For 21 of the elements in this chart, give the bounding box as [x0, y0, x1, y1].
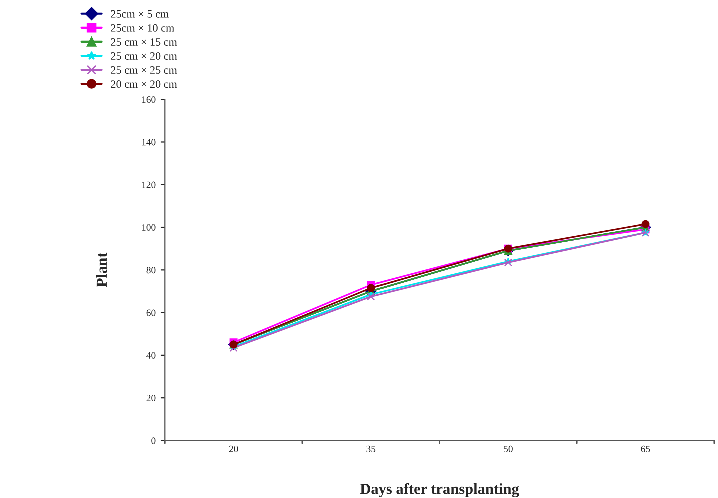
x-tick-label: 50	[504, 446, 513, 452]
legend-label: 25cm × 10 cm	[111, 24, 174, 32]
x-axis-title: Days after transplanting	[360, 483, 520, 498]
y-tick-label: 160	[142, 96, 156, 104]
legend-label: 25 cm × 15 cm	[111, 38, 178, 46]
x-tick-label: 35	[366, 446, 376, 452]
x-tick-label: 20	[229, 446, 238, 452]
y-tick-label: 120	[142, 182, 156, 188]
legend-label: 20 cm × 20 cm	[111, 80, 178, 88]
y-tick-label: 80	[146, 267, 156, 274]
x-tick-label: 65	[641, 446, 650, 452]
y-tick-label: 140	[142, 139, 156, 146]
y-tick-label: 0	[152, 438, 156, 444]
y-tick-label: 20	[146, 394, 156, 402]
legend-label: 25 cm × 20 cm	[111, 52, 178, 60]
y-axis-title: Plant	[96, 252, 108, 288]
y-tick-label: 100	[142, 224, 156, 231]
y-tick-label: 60	[146, 310, 156, 316]
legend-label: 25 cm × 25 cm	[111, 66, 178, 74]
y-tick-label: 40	[146, 352, 156, 359]
legend-label: 25cm × 5 cm	[111, 10, 169, 18]
